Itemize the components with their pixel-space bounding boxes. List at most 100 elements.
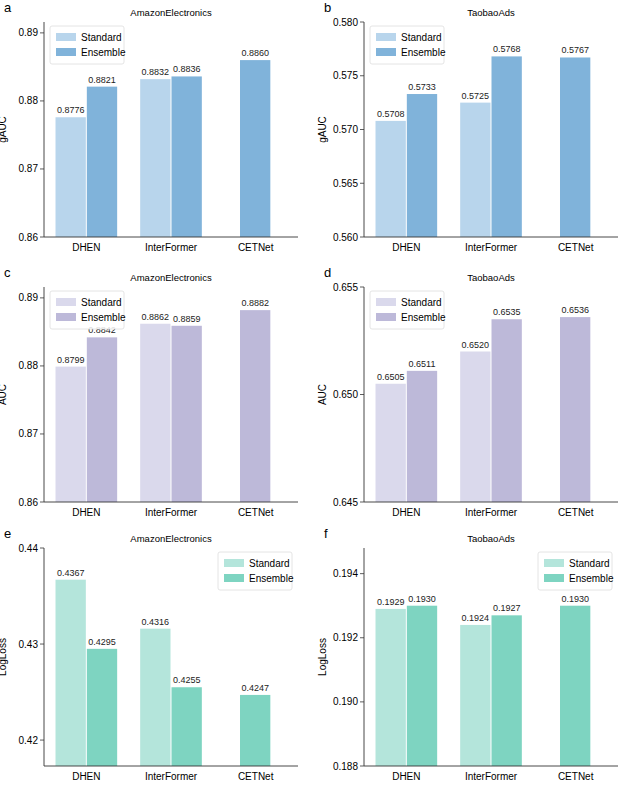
y-tick: [360, 75, 364, 76]
legend: StandardEnsemble: [50, 291, 126, 329]
legend-label: Standard: [81, 32, 122, 43]
y-axis: [364, 548, 365, 766]
y-label: AUC: [317, 384, 328, 405]
legend-label: Ensemble: [249, 573, 294, 584]
x-tick-label: InterFormer: [145, 507, 198, 518]
panel: fTaobaoAdsLogLoss0.1880.1900.1920.1940.1…: [317, 526, 618, 782]
bar: [460, 625, 490, 766]
legend-label: Ensemble: [569, 573, 614, 584]
y-tick: [40, 740, 44, 741]
marks: [56, 310, 271, 502]
legend-swatch: [56, 33, 76, 41]
x-tick-label: DHEN: [72, 771, 100, 782]
legend: Standard Ensemble: [538, 552, 614, 590]
legend-swatch: [56, 313, 76, 321]
legend: StandardEnsemble: [370, 291, 446, 329]
data-label: 0.5733: [408, 82, 436, 92]
panel: eAmazonElectronicsLogLoss0.420.430.440.4…: [0, 526, 298, 782]
x-tick-label: DHEN: [392, 771, 420, 782]
legend-swatch: [376, 313, 396, 321]
legend-box: [50, 26, 124, 64]
legend-label: Ensemble: [81, 312, 126, 323]
y-axis: [44, 548, 45, 766]
bar: [407, 606, 437, 766]
y-tick-label: 0.87: [19, 163, 39, 174]
data-label: 0.1927: [493, 603, 521, 613]
panel-letter: c: [4, 265, 11, 280]
y-label: AUC: [0, 384, 8, 405]
data-label: 0.6511: [409, 359, 436, 369]
legend-box: [538, 552, 612, 590]
y-tick: [360, 183, 364, 184]
data-label: 0.4295: [88, 637, 116, 647]
bar: [492, 56, 522, 237]
x-tick-label: CETNet: [558, 771, 594, 782]
y-tick-label: 0.645: [333, 497, 358, 508]
data-labels: 0.57080.57330.57250.57680.5767: [377, 44, 589, 119]
y-tick-label: 0.560: [333, 232, 358, 243]
x-tick-label: DHEN: [392, 507, 420, 518]
bar: [376, 384, 406, 502]
y-tick: [360, 237, 364, 238]
title: AmazonElectronics: [130, 7, 212, 18]
legend-label: Standard: [569, 558, 610, 569]
x-axis: [364, 237, 618, 238]
data-label: 0.8860: [241, 48, 269, 58]
y-tick: [360, 502, 364, 503]
data-label: 0.8882: [241, 298, 269, 308]
y-label: LogLoss: [0, 638, 8, 676]
data-label: 0.1930: [408, 594, 436, 604]
bar: [492, 319, 522, 502]
legend-label: Standard: [401, 32, 442, 43]
marks: [56, 580, 271, 766]
y-tick-label: 0.89: [19, 292, 39, 303]
y-tick: [40, 297, 44, 298]
legend-box: [370, 26, 444, 64]
y-tick-label: 0.190: [333, 696, 358, 707]
data-label: 0.6535: [493, 307, 521, 317]
y-tick: [40, 502, 44, 503]
figure: aAmazonElectronicsgAUC0.860.870.880.890.…: [0, 0, 640, 788]
panel: bTaobaoAdsgAUC0.5600.5650.5700.5750.5800…: [317, 0, 618, 253]
marks: [56, 60, 271, 237]
data-label: 0.8836: [173, 64, 201, 74]
legend-swatch: [56, 48, 76, 56]
bar: [560, 606, 590, 766]
data-label: 0.6520: [462, 340, 490, 350]
y-tick: [40, 548, 44, 549]
data-label: 0.6536: [561, 305, 589, 315]
title: TaobaoAds: [467, 533, 515, 544]
legend-box: [218, 552, 292, 590]
bar: [240, 695, 270, 766]
x-tick-label: CETNet: [238, 242, 274, 253]
data-label: 0.5708: [377, 109, 405, 119]
y-tick: [40, 32, 44, 33]
data-labels: 0.19290.19300.19240.19270.1930: [377, 594, 589, 623]
y-tick-label: 0.88: [19, 360, 39, 371]
legend-swatch: [56, 298, 76, 306]
bar: [492, 615, 522, 766]
y-tick-label: 0.42: [19, 735, 39, 746]
bar: [376, 609, 406, 766]
y-label: gAUC: [0, 116, 8, 143]
bar: [56, 117, 86, 237]
y-tick: [360, 129, 364, 130]
legend-swatch: [544, 559, 564, 567]
y-tick-label: 0.570: [333, 124, 358, 135]
data-label: 0.4255: [173, 675, 201, 685]
x-axis: [364, 502, 618, 503]
y-tick-label: 0.87: [19, 428, 39, 439]
legend-label: Ensemble: [401, 47, 446, 58]
x-tick-label: CETNet: [558, 507, 594, 518]
y-tick-label: 0.655: [333, 282, 358, 293]
bar: [407, 94, 437, 237]
y-tick: [40, 644, 44, 645]
panel-letter: f: [324, 526, 328, 541]
y-tick: [360, 287, 364, 288]
y-tick-label: 0.575: [333, 70, 358, 81]
y-tick-label: 0.188: [333, 761, 358, 772]
legend-box: [50, 291, 124, 329]
legend-swatch: [376, 48, 396, 56]
y-label: gAUC: [317, 116, 328, 143]
x-axis: [364, 766, 618, 767]
